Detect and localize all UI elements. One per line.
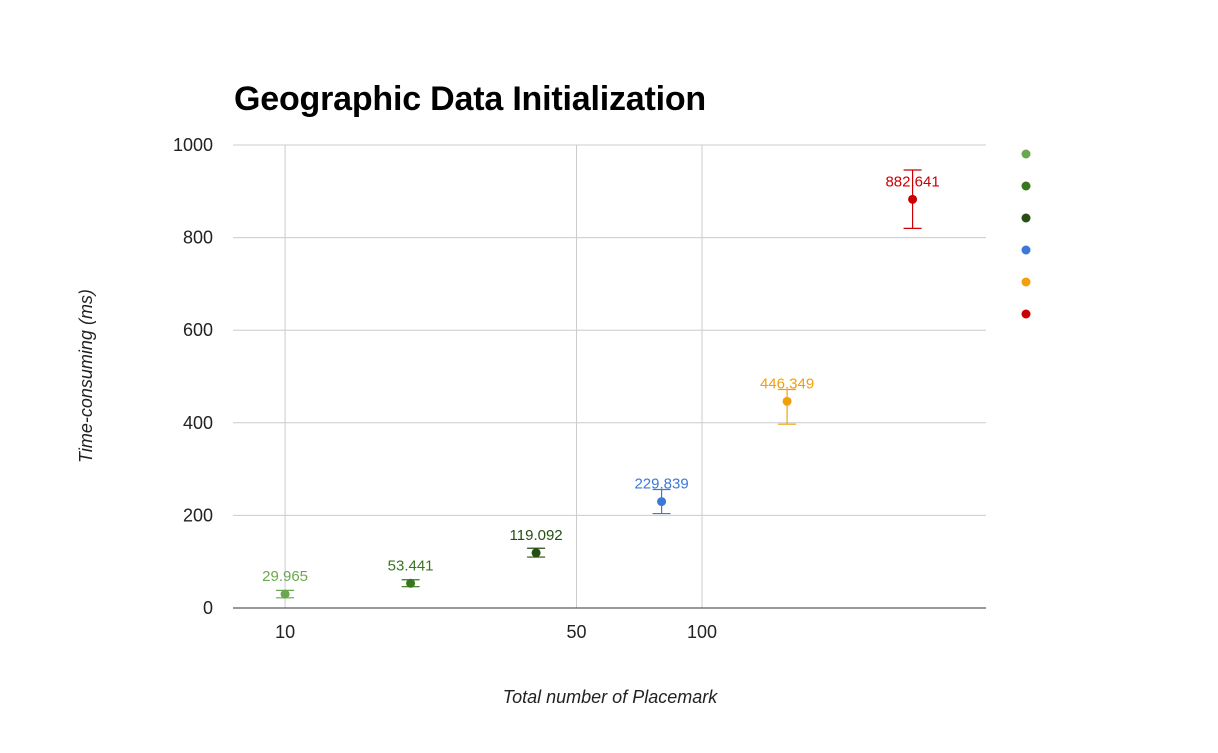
legend-marker-3 xyxy=(1021,213,1031,223)
data-point-2 xyxy=(406,578,416,588)
y-tick-label-200: 200 xyxy=(183,505,213,525)
y-tick-label-1000: 1000 xyxy=(173,135,213,155)
x-tick-label-50: 50 xyxy=(566,622,586,642)
error-bar-5 xyxy=(778,388,797,425)
data-point-4 xyxy=(657,497,667,507)
legend-marker-1 xyxy=(1021,149,1031,159)
data-point-5 xyxy=(782,396,792,406)
data-label-1: 29.965 xyxy=(262,568,308,585)
legend-marker-4 xyxy=(1021,245,1031,255)
y-axis-title: Time-consuming (ms) xyxy=(76,289,96,463)
x-tick-label-100: 100 xyxy=(687,622,717,642)
legend-marker-2 xyxy=(1021,181,1031,191)
legend-marker-6 xyxy=(1021,309,1031,319)
data-point-1 xyxy=(280,589,290,599)
data-label-2: 53.441 xyxy=(388,557,434,574)
data-label-6: 882.641 xyxy=(885,173,939,190)
legend xyxy=(1021,149,1031,319)
x-tick-label-10: 10 xyxy=(275,622,295,642)
y-tick-label-0: 0 xyxy=(203,598,213,618)
y-tick-label-400: 400 xyxy=(183,413,213,433)
grid xyxy=(233,144,986,609)
data-label-3: 119.092 xyxy=(510,527,563,544)
data-label-5: 446.349 xyxy=(760,375,814,392)
legend-marker-5 xyxy=(1021,277,1031,287)
x-axis-ticks: 10 50 100 xyxy=(275,622,717,642)
error-bars xyxy=(276,169,922,599)
data-points xyxy=(280,194,918,599)
y-tick-label-800: 800 xyxy=(183,228,213,248)
data-label-4: 229.839 xyxy=(634,476,688,493)
chart-title: Geographic Data Initialization xyxy=(234,80,706,118)
data-point-3 xyxy=(531,548,541,558)
y-axis-ticks: 0 200 400 600 800 1000 xyxy=(173,135,213,618)
x-axis-title: Total number of Placemark xyxy=(503,687,718,707)
data-point-6 xyxy=(908,194,918,204)
y-tick-label-600: 600 xyxy=(183,320,213,340)
data-labels: 29.965 53.441 119.092 229.839 446.349 882.641 xyxy=(262,173,940,585)
